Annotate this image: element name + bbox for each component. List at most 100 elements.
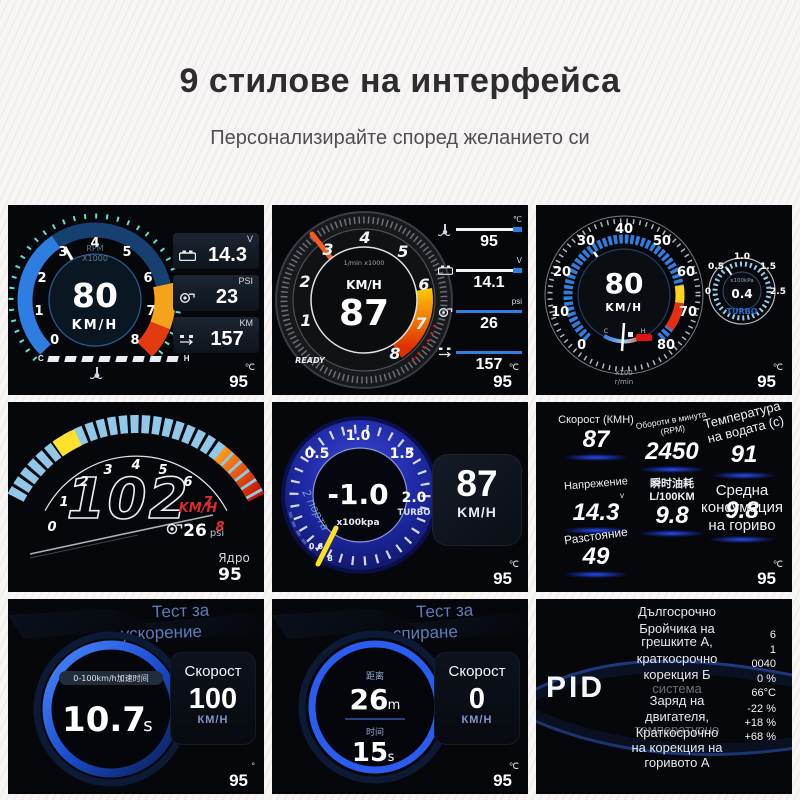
- speed-card-value: 100: [188, 683, 238, 715]
- speed-card: Скорост 100 КМ/Н: [170, 652, 256, 745]
- turbo-icon: [166, 523, 183, 535]
- voltage-value: 14.3: [208, 244, 247, 266]
- distance-label: 距离: [366, 670, 384, 682]
- needle: [315, 525, 339, 567]
- rpm-scale-label: X1000: [82, 254, 108, 263]
- speed-card-unit: КМ/Н: [197, 714, 229, 726]
- pid-line: на корекция на: [631, 740, 723, 755]
- pid-line: Дългосрочно: [637, 604, 717, 619]
- red-band: [665, 301, 684, 331]
- panel-style-3: 0 10 20 30 40 50 60 70 80 80 KM/H C H x1…: [536, 205, 792, 395]
- pid-value: 6: [769, 629, 776, 641]
- warning-badge: [636, 334, 652, 341]
- speed-card-label: Скорост: [184, 663, 242, 680]
- coolant-gauge-bar: [456, 227, 522, 232]
- dial-label: 6: [418, 275, 429, 294]
- coolant-h-label: H: [641, 328, 646, 335]
- turbo-label: 2.5: [770, 287, 786, 297]
- turbo-scale-unit: x100kPa: [730, 278, 753, 284]
- temp-unit: ℃: [772, 559, 783, 569]
- metric-speed: Скорост (КМН) 87: [550, 414, 642, 461]
- trip-value: 157: [210, 328, 244, 350]
- boost-value: 26: [480, 315, 498, 332]
- dial-label: 5: [397, 242, 408, 261]
- metric-label: 瞬时油耗 L/100KM: [649, 478, 695, 503]
- dial-label: 2: [37, 271, 46, 286]
- pid-label: PID: [546, 671, 606, 704]
- turbo-icon: [438, 307, 453, 317]
- pid-value: -22 %: [747, 703, 776, 715]
- time-label: 时间: [366, 726, 384, 738]
- dial-label: 7: [415, 314, 427, 333]
- redline-orange: [150, 282, 176, 330]
- glow-bar: [564, 526, 628, 534]
- trip-unit: KM: [239, 318, 254, 328]
- arc-label: 3: [103, 463, 112, 478]
- dial-label: 4: [90, 236, 99, 251]
- coolant-row: ℃ 95: [438, 215, 524, 256]
- tick-ring: [289, 424, 431, 566]
- glow-bar: [564, 453, 628, 461]
- speed-unit: KM/H: [72, 318, 119, 333]
- swoosh-line: [29, 514, 214, 555]
- dial-label: 60: [677, 265, 695, 280]
- metric-fuel-inst: 瞬时油耗 L/100KM 9.8: [632, 478, 712, 538]
- readout-rows: ℃ 95 V 14.1 psi 26: [438, 215, 524, 379]
- turbo-dial: 0.5 1.0 1.5 2.0 TURBO 0.6 8 2 порта -1.0…: [281, 416, 439, 574]
- redline-red: [136, 321, 170, 357]
- minor-label: 0.6: [309, 542, 324, 551]
- low-scale-arc: [288, 511, 314, 552]
- trip-ab-icon: [439, 347, 451, 357]
- coolant-temp-readout: ℃ 95: [757, 559, 783, 588]
- pid-line: система: [652, 681, 702, 696]
- pid-value: 0 %: [757, 673, 776, 685]
- arc-label: 1: [59, 495, 68, 510]
- pid-line: корекция Б: [643, 667, 711, 682]
- tachometer-dial: 0 1 2 3 4 5 6 7 8 RPM X1000 80 KM/H: [8, 213, 182, 362]
- metric-label: Средна консумация на гориво: [701, 482, 783, 534]
- outer-ring: [544, 215, 704, 375]
- temp-value: 95: [229, 771, 248, 790]
- readout-rows: V 14.3 PSI 23 KM: [173, 233, 259, 359]
- speed-value: 87: [339, 293, 389, 334]
- battery-icon: [179, 250, 196, 261]
- coolant-temp-readout: ℃ 95: [229, 363, 255, 391]
- dial-label: 0: [577, 338, 586, 353]
- redline-wedge: [386, 288, 433, 358]
- coolant-temp-readout: ℃ 95: [493, 560, 519, 588]
- speed-card-label: Скорост: [448, 663, 506, 680]
- turbo-label: 0.5: [708, 262, 724, 272]
- glow-bar: [710, 535, 774, 543]
- panel-style-9: PID Дългосрочно Бройчика на грешките А, …: [536, 599, 792, 794]
- dial-label: 5: [122, 245, 131, 260]
- coolant-bar: C H: [38, 354, 190, 363]
- coolant-temp-readout: ℃ 95: [757, 363, 783, 391]
- dual-dials: 0 10 20 30 40 50 60 70 80 80 KM/H C H x1…: [544, 215, 786, 386]
- brake-test-dial: 距离 26 m 时间 15 s: [298, 630, 452, 784]
- metric-value: 49: [582, 542, 610, 570]
- voltage-gauge-bar: [456, 268, 522, 273]
- dial-label: 80: [657, 338, 675, 353]
- dial-label: 0: [50, 333, 59, 348]
- pid-line: грешките А,: [641, 634, 713, 649]
- temp-unit: ℃: [508, 362, 519, 372]
- dial-center: [48, 253, 142, 347]
- dial-label: 30: [577, 234, 595, 249]
- voltage-unit: V: [516, 256, 522, 265]
- glow-bar: [712, 471, 776, 479]
- yellow-segment: [52, 429, 82, 457]
- turbo-name: TURBO: [398, 508, 431, 518]
- speed-unit: KM/H: [346, 278, 382, 292]
- pid-line: температурно: [634, 722, 720, 737]
- red-segments: [214, 446, 264, 503]
- scale-sub2: r/min: [615, 378, 633, 386]
- scale-sub1: x100: [615, 369, 633, 377]
- battery-icon: [438, 265, 453, 275]
- turbo-center: [722, 271, 762, 311]
- coolant-temp-readout: ° 95: [229, 762, 255, 790]
- temp-value: 95: [493, 569, 512, 588]
- dial-label: 40: [615, 222, 633, 237]
- boost-value: 26: [183, 521, 207, 541]
- voltage-row: V 14.1: [438, 256, 524, 297]
